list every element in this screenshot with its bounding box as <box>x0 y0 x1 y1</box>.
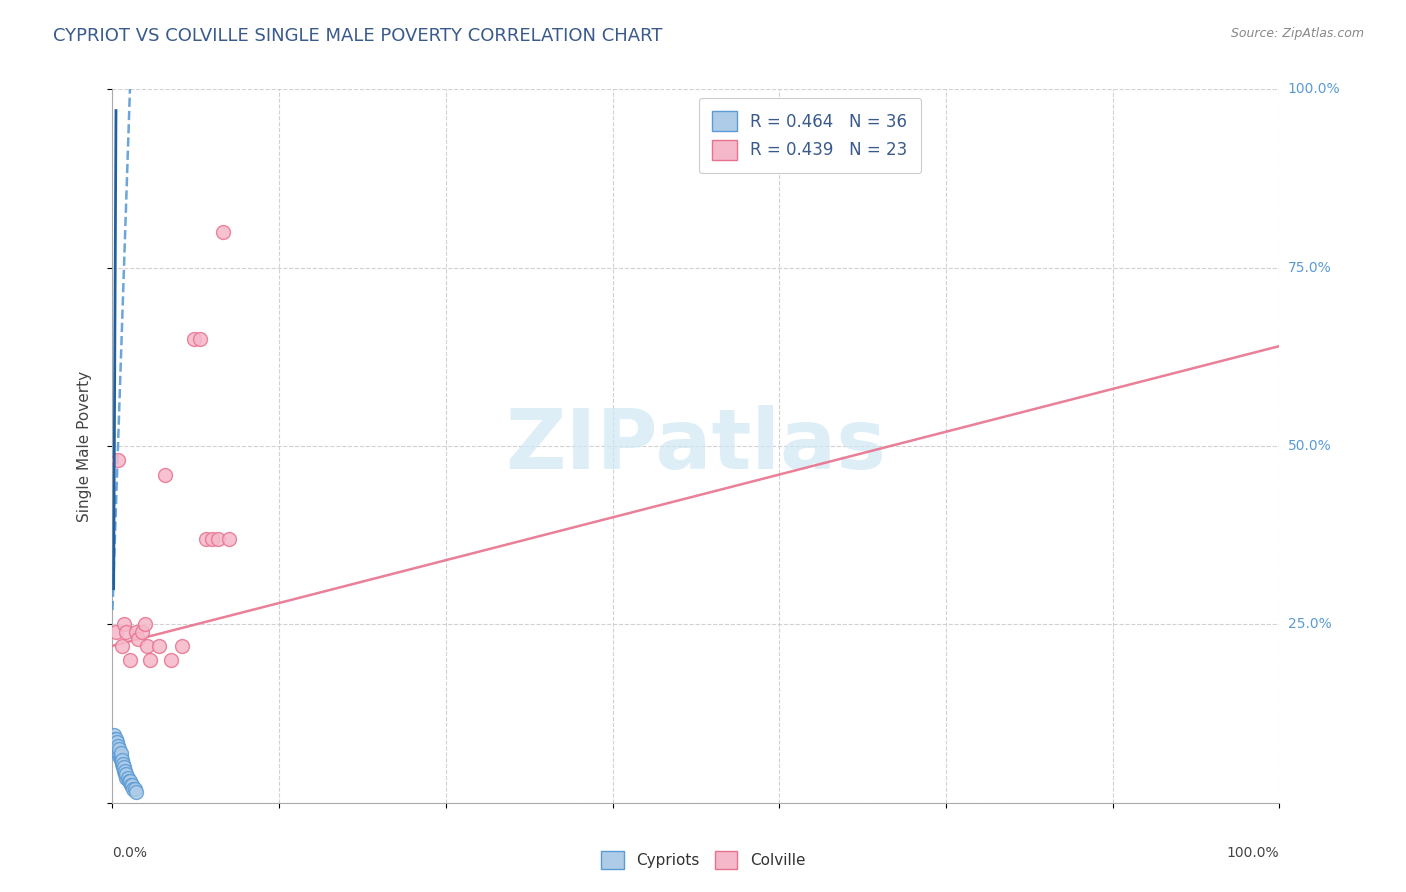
Point <box>105 742 128 756</box>
Point <box>104 731 127 746</box>
Text: ZIPatlas: ZIPatlas <box>506 406 886 486</box>
Text: 75.0%: 75.0% <box>1288 260 1331 275</box>
Point <box>103 728 125 742</box>
Point <box>111 639 134 653</box>
Point <box>131 624 153 639</box>
Point <box>107 739 129 753</box>
Point <box>114 764 136 778</box>
Point <box>120 778 142 792</box>
Point <box>104 735 127 749</box>
Point <box>108 746 131 760</box>
Point <box>127 632 149 646</box>
Point <box>107 746 129 760</box>
Point <box>104 624 127 639</box>
Point <box>207 532 229 546</box>
Point <box>112 617 135 632</box>
Point <box>107 742 129 756</box>
Point <box>110 753 132 767</box>
Point <box>118 774 141 789</box>
Point <box>111 760 134 774</box>
Text: 100.0%: 100.0% <box>1227 846 1279 860</box>
Point <box>110 746 132 760</box>
Point <box>139 653 162 667</box>
Text: CYPRIOT VS COLVILLE SINGLE MALE POVERTY CORRELATION CHART: CYPRIOT VS COLVILLE SINGLE MALE POVERTY … <box>53 27 662 45</box>
Point <box>160 653 183 667</box>
Point <box>107 453 129 467</box>
Point <box>105 735 128 749</box>
Legend: Cypriots, Colville: Cypriots, Colville <box>595 845 811 875</box>
Point <box>148 639 170 653</box>
Legend: R = 0.464   N = 36, R = 0.439   N = 23: R = 0.464 N = 36, R = 0.439 N = 23 <box>699 97 921 173</box>
Point <box>110 749 132 764</box>
Point <box>111 753 134 767</box>
Point <box>136 639 159 653</box>
Point <box>111 756 134 771</box>
Point <box>117 771 139 785</box>
Point <box>212 225 235 239</box>
Point <box>108 749 131 764</box>
Point <box>118 653 141 667</box>
Point <box>218 532 240 546</box>
Point <box>183 332 205 346</box>
Point <box>125 785 148 799</box>
Text: 25.0%: 25.0% <box>1288 617 1331 632</box>
Text: Source: ZipAtlas.com: Source: ZipAtlas.com <box>1230 27 1364 40</box>
Point <box>115 771 138 785</box>
Point <box>104 735 127 749</box>
Point <box>114 767 136 781</box>
Point <box>115 624 138 639</box>
Point <box>201 532 224 546</box>
Point <box>122 781 145 796</box>
Point <box>134 617 156 632</box>
Text: 100.0%: 100.0% <box>1288 82 1340 96</box>
Point <box>118 774 141 789</box>
Point <box>108 742 131 756</box>
Point <box>115 767 138 781</box>
Y-axis label: Single Male Poverty: Single Male Poverty <box>77 370 91 522</box>
Point <box>104 739 127 753</box>
Point <box>112 760 135 774</box>
Point <box>112 764 135 778</box>
Point <box>194 532 217 546</box>
Point <box>104 731 127 746</box>
Point <box>111 756 134 771</box>
Point <box>125 624 148 639</box>
Point <box>105 739 128 753</box>
Point <box>188 332 211 346</box>
Text: 50.0%: 50.0% <box>1288 439 1331 453</box>
Point <box>172 639 194 653</box>
Text: 0.0%: 0.0% <box>112 846 148 860</box>
Point <box>121 778 143 792</box>
Point <box>124 781 146 796</box>
Point <box>153 467 176 482</box>
